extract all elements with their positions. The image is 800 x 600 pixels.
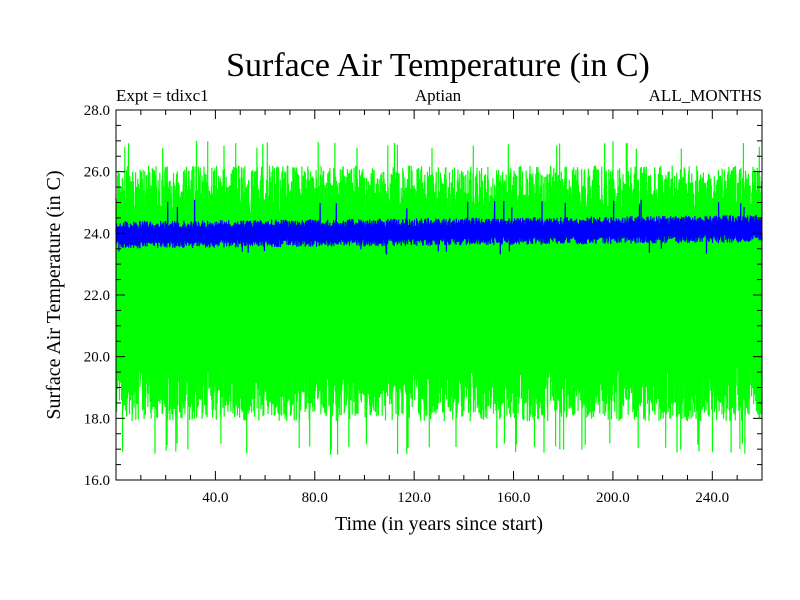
y-tick-label: 24.0 [84, 226, 110, 242]
series-line-monthly [115, 140, 763, 455]
x-tick-label: 160.0 [497, 490, 531, 506]
y-tick-label: 28.0 [84, 103, 110, 119]
x-tick-label: 120.0 [397, 490, 431, 506]
x-tick-label: 40.0 [202, 490, 228, 506]
y-tick-labels: 16.0 18.0 20.0 22.0 24.0 26.0 28.0 [84, 103, 110, 489]
subtitle-months: ALL_MONTHS [649, 86, 762, 105]
y-axis-label: Surface Air Temperature (in C) [43, 170, 65, 419]
axis-ticks [116, 109, 762, 481]
subtitle-experiment: Expt = tdixc1 [116, 86, 209, 105]
y-tick-label: 20.0 [84, 350, 110, 366]
y-tick-label: 26.0 [84, 165, 110, 181]
y-tick-label: 16.0 [84, 473, 110, 489]
chart-title: Surface Air Temperature (in C) [226, 47, 650, 84]
x-axis-label: Time (in years since start) [335, 513, 543, 535]
series-line-annual-mean [115, 199, 763, 255]
x-tick-label: 200.0 [596, 490, 630, 506]
plot-series [115, 140, 763, 455]
x-tick-label: 80.0 [302, 490, 328, 506]
y-tick-label: 22.0 [84, 288, 110, 304]
y-tick-label: 18.0 [84, 411, 110, 427]
subtitle-period: Aptian [415, 86, 462, 105]
x-tick-label: 240.0 [695, 490, 729, 506]
x-tick-labels: 40.0 80.0 120.0 160.0 200.0 240.0 [202, 490, 729, 506]
